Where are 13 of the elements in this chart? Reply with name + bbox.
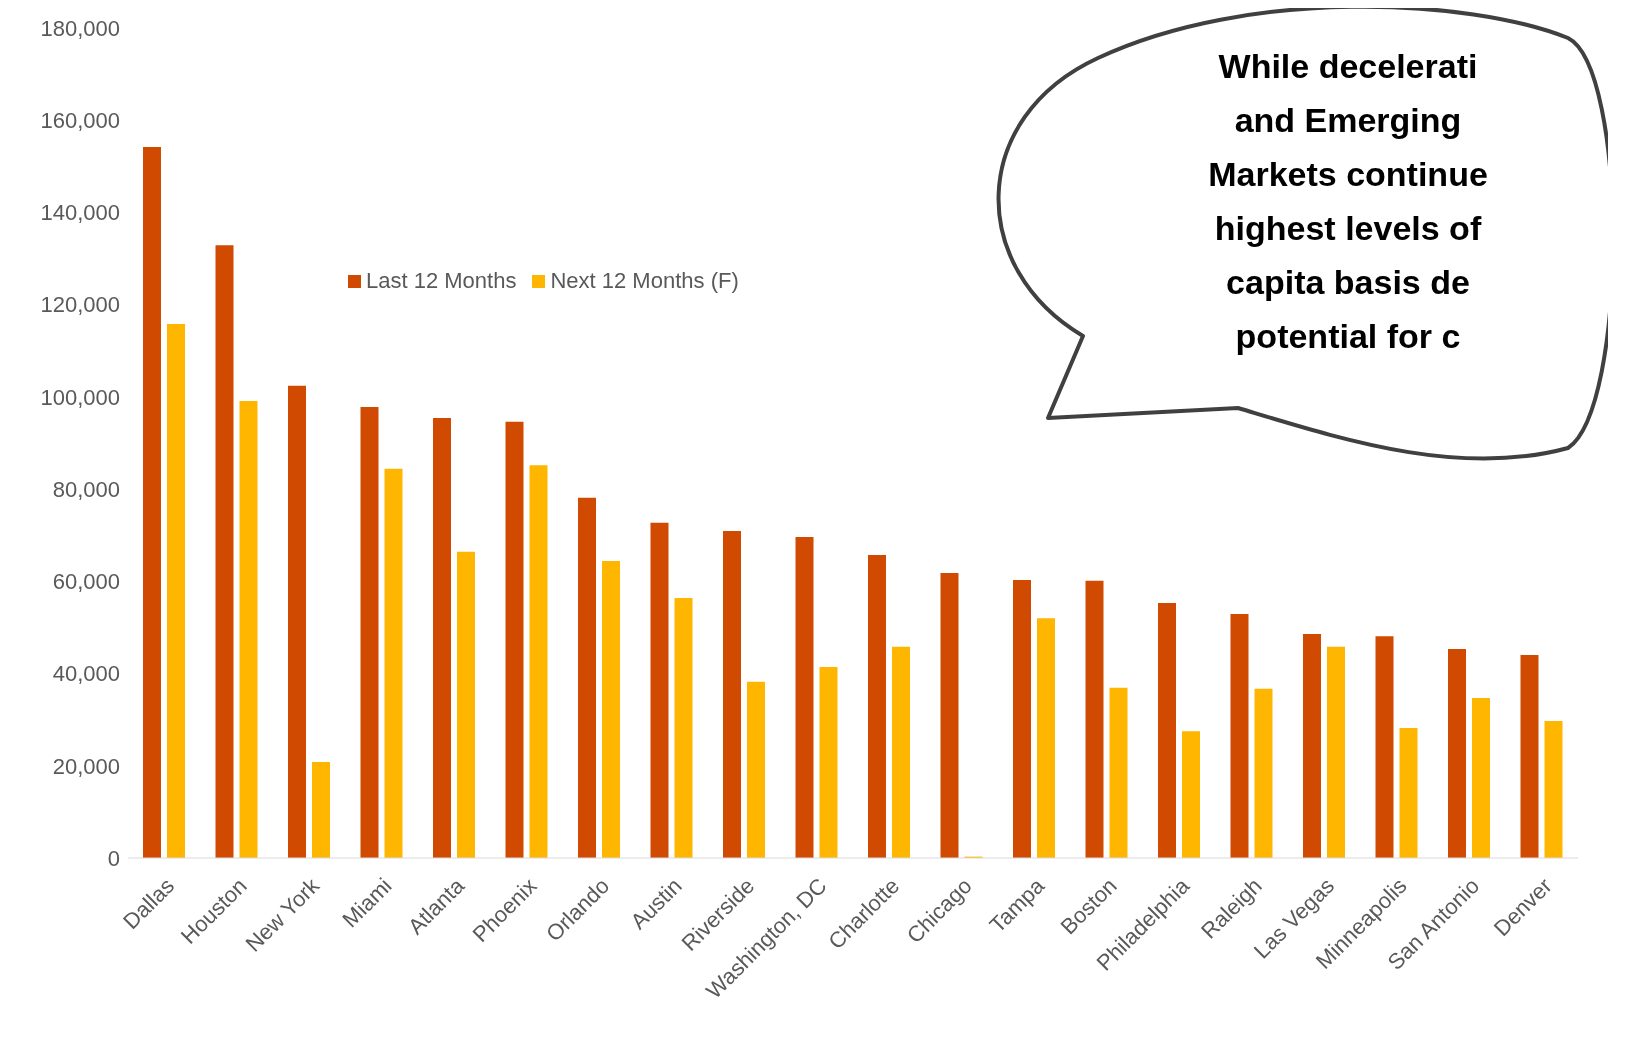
y-tick-label: 160,000 bbox=[40, 108, 120, 134]
y-tick-label: 20,000 bbox=[52, 753, 120, 779]
y-tick-label: 40,000 bbox=[52, 661, 120, 687]
y-tick-label: 140,000 bbox=[40, 200, 120, 226]
annotation: While decelerati and Emerging Markets continue highest levels of capita basis de potential for c bbox=[1208, 47, 1488, 355]
y-tick-label: 60,000 bbox=[52, 569, 120, 595]
legend-label: Next 12 Months (F) bbox=[550, 268, 739, 294]
y-tick-label: 80,000 bbox=[52, 476, 120, 502]
legend-label: Last 12 Months bbox=[366, 268, 517, 294]
y-tick-label: 100,000 bbox=[40, 384, 120, 410]
y-tick-label: 180,000 bbox=[40, 15, 120, 41]
y-tick-label: 0 bbox=[107, 845, 120, 871]
y-tick-label: 120,000 bbox=[40, 292, 120, 318]
